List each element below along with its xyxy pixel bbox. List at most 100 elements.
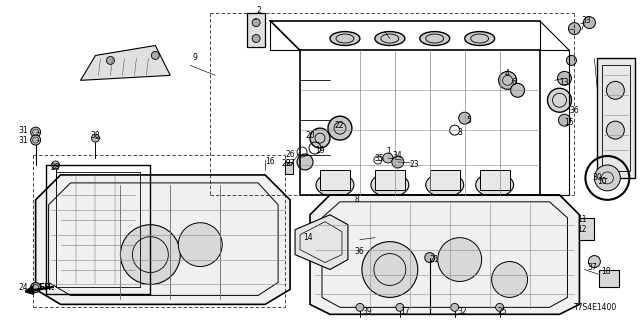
- Text: 11: 11: [577, 215, 587, 224]
- Text: 9: 9: [192, 53, 197, 62]
- Circle shape: [595, 165, 620, 191]
- Text: 31: 31: [19, 126, 28, 135]
- Polygon shape: [310, 195, 579, 314]
- Text: 36: 36: [570, 106, 579, 115]
- Polygon shape: [36, 175, 290, 304]
- Circle shape: [511, 83, 525, 97]
- Circle shape: [438, 238, 482, 282]
- Circle shape: [383, 153, 393, 163]
- Polygon shape: [81, 45, 170, 80]
- Text: 4: 4: [504, 69, 509, 78]
- Ellipse shape: [371, 173, 409, 197]
- Circle shape: [559, 114, 570, 126]
- Circle shape: [179, 223, 222, 267]
- Circle shape: [547, 88, 572, 112]
- Circle shape: [568, 23, 580, 35]
- Circle shape: [606, 81, 625, 99]
- Text: 27: 27: [285, 159, 294, 169]
- Text: 18: 18: [602, 267, 611, 276]
- Text: 20: 20: [305, 131, 315, 140]
- Circle shape: [356, 303, 364, 311]
- Text: 1: 1: [386, 147, 390, 156]
- Text: 8: 8: [355, 195, 360, 204]
- Circle shape: [97, 241, 124, 268]
- Circle shape: [106, 56, 115, 64]
- Text: 33: 33: [581, 16, 591, 25]
- Text: 2: 2: [256, 6, 261, 15]
- Circle shape: [72, 192, 108, 228]
- Ellipse shape: [330, 32, 360, 45]
- Ellipse shape: [316, 173, 354, 197]
- Circle shape: [328, 116, 352, 140]
- Text: 24: 24: [19, 283, 28, 292]
- Text: 10: 10: [597, 177, 607, 187]
- Text: 30: 30: [593, 173, 602, 182]
- Text: 39: 39: [362, 307, 372, 316]
- Circle shape: [310, 128, 330, 148]
- Circle shape: [152, 52, 159, 60]
- Circle shape: [252, 35, 260, 43]
- Circle shape: [459, 112, 470, 124]
- Text: 5: 5: [467, 116, 472, 125]
- Circle shape: [495, 303, 504, 311]
- Text: 12: 12: [577, 225, 587, 234]
- Text: 29: 29: [281, 159, 291, 169]
- Text: 14: 14: [303, 233, 313, 242]
- Circle shape: [499, 71, 516, 89]
- Circle shape: [297, 154, 313, 170]
- Text: 35: 35: [375, 154, 385, 163]
- Circle shape: [425, 252, 435, 262]
- Text: 16: 16: [265, 157, 275, 166]
- Circle shape: [492, 261, 527, 297]
- Bar: [479, 170, 509, 190]
- Circle shape: [252, 19, 260, 27]
- Circle shape: [588, 256, 600, 268]
- Bar: [247, 13, 265, 47]
- Circle shape: [31, 283, 40, 292]
- Text: 13: 13: [559, 78, 569, 87]
- Ellipse shape: [426, 173, 464, 197]
- Text: 23: 23: [410, 160, 419, 170]
- Circle shape: [362, 242, 418, 297]
- Circle shape: [451, 303, 459, 311]
- Ellipse shape: [420, 32, 450, 45]
- Circle shape: [31, 135, 40, 145]
- Circle shape: [584, 17, 595, 28]
- Polygon shape: [295, 215, 348, 269]
- Bar: [285, 162, 293, 174]
- Circle shape: [557, 71, 572, 85]
- Text: 28: 28: [51, 164, 60, 172]
- Text: 32: 32: [458, 307, 467, 316]
- Circle shape: [606, 121, 625, 139]
- Text: 7: 7: [579, 23, 584, 32]
- Circle shape: [396, 303, 404, 311]
- Ellipse shape: [465, 32, 495, 45]
- Text: 6: 6: [511, 78, 516, 87]
- Text: 31: 31: [19, 136, 28, 145]
- Circle shape: [120, 225, 180, 284]
- Text: 22: 22: [335, 121, 344, 130]
- Text: T7S4E1400: T7S4E1400: [575, 303, 618, 312]
- Text: 38: 38: [90, 131, 100, 140]
- Text: 37: 37: [588, 263, 597, 272]
- Bar: [579, 218, 595, 240]
- Text: 15: 15: [564, 118, 574, 127]
- Circle shape: [392, 156, 404, 168]
- Bar: [600, 269, 620, 287]
- Text: 19: 19: [315, 146, 324, 155]
- Text: 26: 26: [285, 149, 294, 158]
- Text: 17: 17: [400, 307, 410, 316]
- Circle shape: [566, 55, 577, 65]
- Text: 21: 21: [430, 255, 439, 264]
- Ellipse shape: [375, 32, 405, 45]
- Circle shape: [52, 161, 60, 169]
- Circle shape: [31, 127, 40, 137]
- Bar: [320, 170, 350, 190]
- Bar: [430, 170, 460, 190]
- Text: 25: 25: [498, 307, 508, 316]
- Text: 3: 3: [458, 128, 463, 137]
- Text: 34: 34: [393, 150, 403, 160]
- Text: FR.: FR.: [38, 283, 55, 292]
- Text: 36: 36: [354, 247, 364, 256]
- Bar: [602, 65, 630, 171]
